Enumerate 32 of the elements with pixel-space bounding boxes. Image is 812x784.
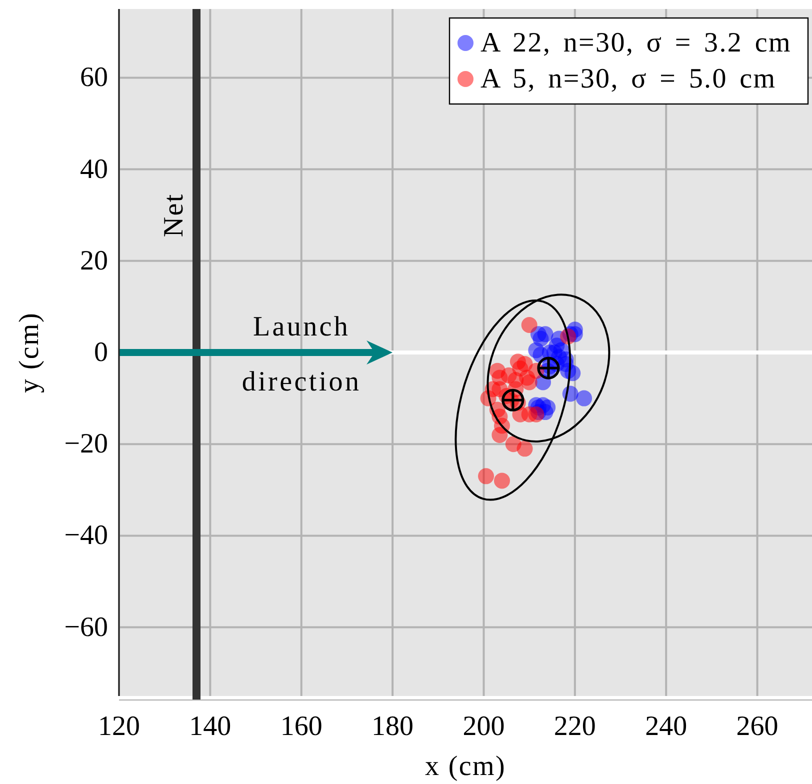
x-tick-label: 220 xyxy=(554,711,596,742)
point xyxy=(532,330,549,347)
y-tick-label: 20 xyxy=(80,245,108,276)
x-tick-label: 200 xyxy=(462,711,505,742)
point xyxy=(553,342,570,358)
point xyxy=(521,317,538,334)
annotation: Launch direction xyxy=(242,312,362,398)
point xyxy=(521,374,538,390)
y-tick-label: 0 xyxy=(94,337,108,368)
point xyxy=(478,468,494,484)
y-tick-label: −20 xyxy=(64,428,108,460)
x-tick-label: 180 xyxy=(372,711,414,742)
point xyxy=(516,440,533,457)
point xyxy=(516,356,533,372)
x-tick-label: 240 xyxy=(645,711,688,742)
legend-label: A 22, n=30, σ = 3.2 cm xyxy=(480,28,792,58)
x-axis-title: x (cm) xyxy=(424,751,506,782)
y-tick-label: −40 xyxy=(64,520,108,552)
y-tick-label: −60 xyxy=(64,612,108,643)
y-axis-title: y (cm) xyxy=(14,312,45,394)
x-tick-label: 140 xyxy=(189,711,232,742)
y-tick-label: 60 xyxy=(80,62,108,94)
point xyxy=(492,426,508,443)
legend-label: A 5, n=30, σ = 5.0 cm xyxy=(480,64,776,94)
y-tick-label: 40 xyxy=(80,154,108,185)
point xyxy=(494,472,510,489)
ref-line-label: Net xyxy=(158,193,190,238)
x-tick-label: 120 xyxy=(98,711,140,742)
x-tick-label: 260 xyxy=(736,711,778,742)
point xyxy=(500,367,517,384)
point xyxy=(576,390,592,406)
x-tick-label: 160 xyxy=(280,711,322,742)
